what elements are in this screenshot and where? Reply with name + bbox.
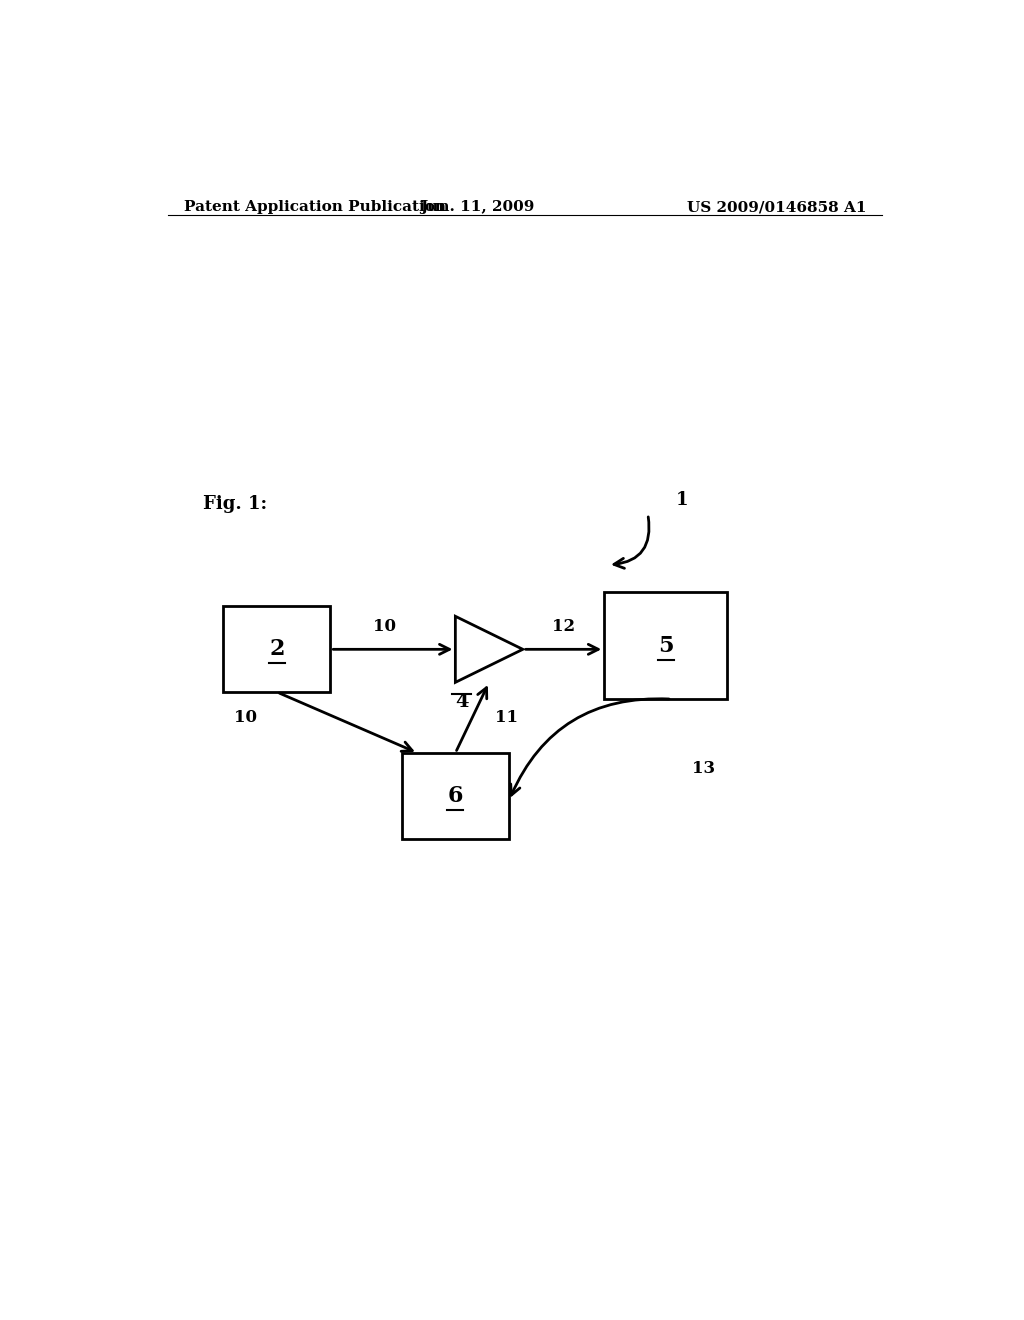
Text: Patent Application Publication: Patent Application Publication (183, 201, 445, 214)
Text: 6: 6 (447, 785, 463, 808)
Text: Fig. 1:: Fig. 1: (204, 495, 267, 513)
Text: 13: 13 (691, 760, 715, 777)
Text: 10: 10 (374, 618, 396, 635)
Text: US 2009/0146858 A1: US 2009/0146858 A1 (686, 201, 866, 214)
Text: Jun. 11, 2009: Jun. 11, 2009 (420, 201, 535, 214)
Text: 1: 1 (676, 491, 688, 510)
FancyArrowPatch shape (511, 698, 669, 795)
Text: 12: 12 (552, 618, 575, 635)
Text: 5: 5 (657, 635, 674, 657)
Text: 4: 4 (455, 693, 468, 710)
Text: 2: 2 (269, 638, 285, 660)
Text: 10: 10 (233, 709, 257, 726)
Bar (401, 752, 509, 840)
FancyArrowPatch shape (614, 517, 649, 569)
Bar (604, 593, 727, 700)
Bar (223, 606, 331, 692)
Text: 11: 11 (496, 709, 518, 726)
